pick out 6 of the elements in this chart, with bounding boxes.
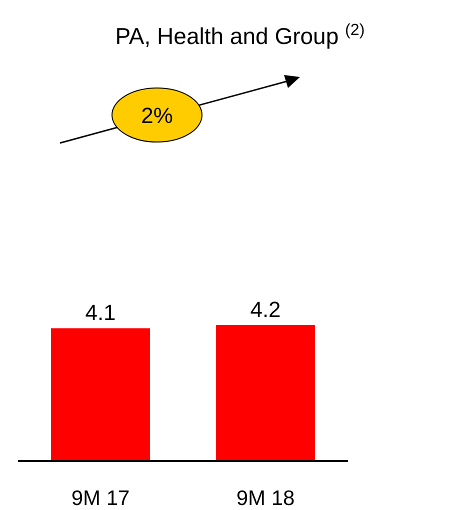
- data-label: 4.2: [250, 297, 281, 322]
- x-tick-label: 9M 17: [71, 487, 130, 510]
- x-tick-label: 9M 18: [236, 487, 295, 510]
- data-label: 4.1: [85, 300, 116, 326]
- chart-title: PA, Health and Group $^{(2)}$: [115, 21, 365, 49]
- text: 2%: [141, 103, 173, 128]
